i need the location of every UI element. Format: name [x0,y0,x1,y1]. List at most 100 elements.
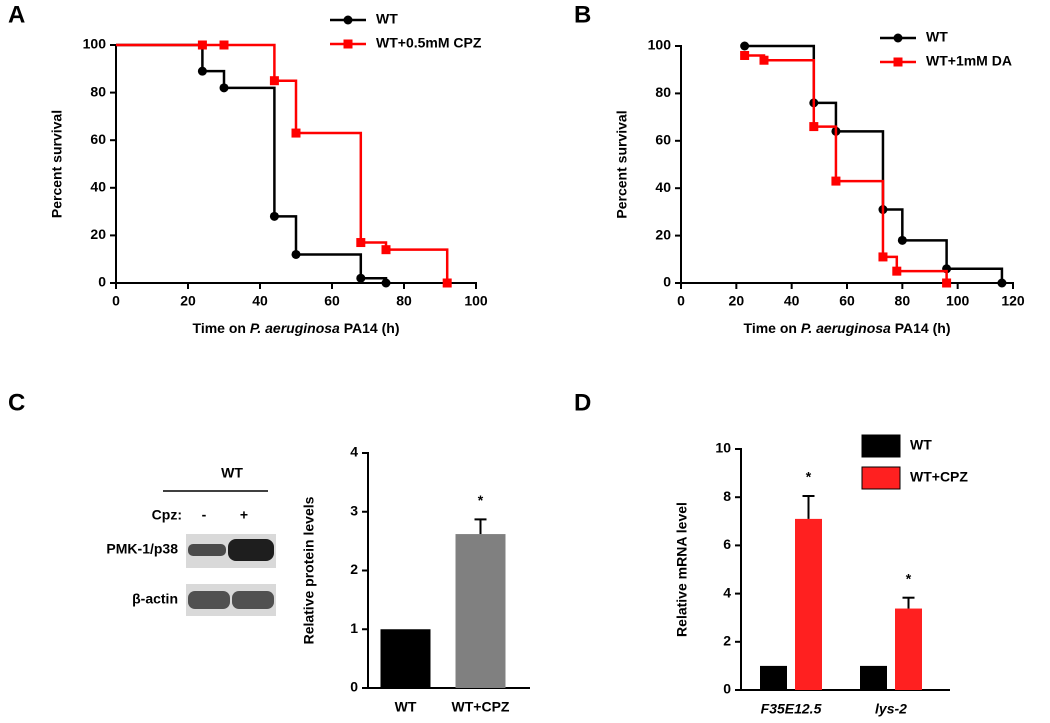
y-tick-label: 2 [723,633,731,649]
y-tick-label: 8 [723,488,731,504]
y-tick-label: 60 [655,132,671,148]
significance-mark: * [478,492,484,508]
y-tick-label: 3 [350,502,358,518]
x-tick-label: 80 [895,293,911,309]
legend-label: WT+1mM DA [926,53,1012,69]
y-tick-label: 40 [655,179,671,195]
bar [895,608,922,690]
legend-label: WT [926,29,948,45]
y-tick-label: 100 [83,36,107,52]
x-tick-label: 100 [946,293,970,309]
x-axis-label-part: P. aeruginosa [250,320,340,336]
significance-mark: * [906,570,912,586]
legend-swatch [861,466,901,490]
marker [269,211,279,221]
bar [860,665,887,690]
x-axis-label: Time on P. aeruginosa PA14 (h) [744,320,951,336]
x-axis-label-part: Time on [193,320,250,336]
y-tick-label: 20 [90,226,106,242]
blot-band [228,539,274,561]
marker [892,266,902,276]
marker [740,41,750,51]
y-tick-label: 0 [723,681,731,697]
y-tick-label: 2 [350,561,358,577]
marker [219,40,229,50]
y-tick-label: 60 [90,131,106,147]
blot-treatment: Cpz: [152,507,182,523]
y-tick-label: 4 [350,444,358,460]
marker [197,40,207,50]
blot-band [188,591,230,609]
blot-lane: + [240,507,248,523]
marker [356,273,366,283]
y-tick-label: 6 [723,536,731,552]
blot-band [232,591,274,609]
y-tick-label: 100 [648,37,672,53]
x-tick-label: 60 [839,293,855,309]
legend-label: WT [910,437,932,453]
panel-label: C [8,389,25,416]
survival-line [744,54,948,283]
blot-row-label: PMK-1/p38 [106,541,178,557]
significance-mark: * [806,469,812,485]
legend-marker [893,57,903,67]
marker [897,235,907,245]
bar [795,518,822,690]
y-tick-label: 0 [98,274,106,290]
y-tick-label: 80 [90,83,106,99]
x-tick-label: 80 [396,293,412,309]
survival-line [116,43,449,283]
bar [455,534,506,688]
y-axis-label: Percent survival [49,110,65,218]
x-tick-label: WT+CPZ [452,699,510,715]
panel-label: D [574,389,591,416]
panel-label: A [8,1,25,28]
x-tick-label: 20 [180,293,196,309]
y-tick-label: 80 [655,84,671,100]
marker [291,128,301,138]
x-tick-label: 0 [677,293,685,309]
blot-group: WT [221,465,243,481]
blot-lane: - [202,507,207,523]
x-tick-label: 40 [784,293,800,309]
legend-label: WT [376,11,398,27]
survival-line [744,44,1004,283]
x-axis-label: Time on P. aeruginosa PA14 (h) [193,320,400,336]
x-tick-label: 120 [1001,293,1025,309]
x-axis-label-part: PA14 (h) [891,320,951,336]
y-axis-label: Percent survival [614,110,630,218]
survival-line [116,43,388,283]
y-axis-label: Relative mRNA level [674,502,690,637]
x-tick-label: 60 [324,293,340,309]
x-tick-label: 0 [112,293,120,309]
bar [380,629,431,688]
x-tick-label: 100 [464,293,488,309]
blot-band [188,544,226,556]
marker [269,76,279,86]
x-tick-label: F35E12.5 [761,701,822,717]
legend-marker [343,15,353,25]
marker [997,278,1007,288]
legend-label: WT+CPZ [910,469,968,485]
y-tick-label: 20 [655,226,671,242]
marker [878,252,888,262]
legend-marker [343,39,353,49]
marker [197,66,207,76]
marker [831,176,841,186]
legend-swatch [861,434,901,458]
marker [356,238,366,248]
x-tick-label: lys-2 [875,701,907,717]
marker [291,249,301,259]
x-axis-label-part: PA14 (h) [340,320,400,336]
marker [381,278,391,288]
marker [759,55,769,65]
y-axis-label: Relative protein levels [301,496,317,644]
marker [381,245,391,255]
legend-label: WT+0.5mM CPZ [376,35,482,51]
y-tick-label: 0 [350,679,358,695]
x-tick-label: 40 [252,293,268,309]
panel-label: B [574,1,591,28]
marker [809,122,819,132]
